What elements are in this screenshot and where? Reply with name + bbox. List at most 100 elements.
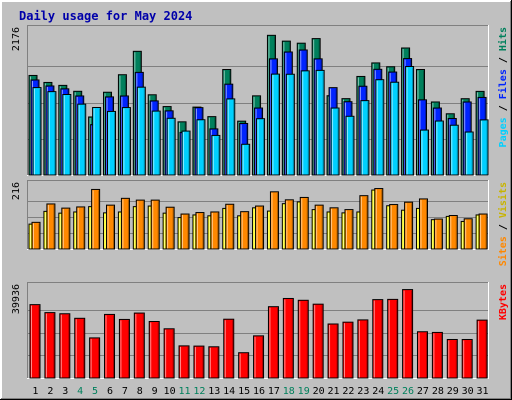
bar-sites-27 [418,198,428,250]
bar-sites-5 [91,188,101,250]
bar-sites-26 [404,201,414,250]
bar-kbytes-18 [282,297,294,379]
x-label-7: 7 [122,386,128,397]
bar-kbytes-27 [416,331,428,379]
bar-pages-2 [47,91,57,176]
bar-pages-3 [62,94,72,176]
x-label-5: 5 [92,386,98,397]
bar-pages-4 [77,103,87,176]
bar-pages-27 [419,129,429,176]
x-label-20: 20 [313,386,325,397]
bar-sites-6 [106,204,116,250]
x-label-23: 23 [357,386,369,397]
panel-visits-sites: 216 Sites / Visits [11,180,509,266]
legend-kbytes: KBytes [498,284,509,320]
bar-pages-6 [107,110,117,176]
bar-sites-30 [463,218,473,250]
bar-sites-23 [359,195,369,250]
bar-pages-19 [300,70,310,176]
x-label-31: 31 [477,386,489,397]
bar-pages-20 [315,69,325,176]
bar-pages-5 [92,106,102,176]
bar-sites-12 [195,212,205,250]
bar-pages-21 [330,107,340,176]
bar-sites-11 [180,213,190,250]
bar-kbytes-12 [193,345,205,379]
bar-kbytes-5 [89,337,101,379]
bar-kbytes-28 [431,331,443,379]
bar-kbytes-4 [74,317,86,379]
x-label-1: 1 [32,386,38,397]
legend-visits-sites: Sites / Visits [497,182,509,266]
bar-kbytes-22 [342,321,354,379]
bar-sites-3 [61,207,71,250]
bar-sites-8 [135,199,145,250]
bar-kbytes-14 [223,318,235,379]
bar-pages-12 [196,119,206,176]
bar-pages-31 [479,119,489,176]
x-label-25: 25 [387,386,399,397]
x-label-22: 22 [342,386,354,397]
x-label-19: 19 [298,386,310,397]
bar-pages-29 [449,124,459,176]
bar-sites-29 [448,215,458,250]
x-label-26: 26 [402,386,414,397]
bar-sites-19 [299,196,309,250]
bar-sites-31 [478,213,488,250]
x-label-2: 2 [47,386,53,397]
bar-sites-4 [76,206,86,250]
bar-kbytes-9 [148,320,160,379]
bar-pages-7 [121,107,131,176]
x-label-18: 18 [283,386,295,397]
bar-kbytes-1 [29,304,41,379]
x-label-17: 17 [268,386,280,397]
bar-sites-15 [240,211,250,250]
bar-sites-14 [225,203,235,250]
bar-sites-24 [374,188,384,250]
x-label-15: 15 [238,386,250,397]
bar-pages-22 [345,115,355,176]
bar-kbytes-2 [44,312,56,379]
x-label-6: 6 [107,386,113,397]
x-label-10: 10 [164,386,176,397]
chart-title: Daily usage for May 2024 [19,9,192,23]
bar-kbytes-29 [446,338,458,379]
bar-kbytes-26 [402,289,414,379]
bar-pages-28 [434,120,444,176]
bar-sites-22 [344,209,354,250]
x-label-27: 27 [417,386,429,397]
bar-kbytes-30 [461,338,473,379]
bar-sites-17 [269,191,279,250]
x-label-12: 12 [193,386,205,397]
x-label-24: 24 [372,386,384,397]
panel-kbytes: 39936 KBytes [11,282,509,379]
bar-pages-8 [136,86,146,176]
bar-pages-26 [405,66,415,176]
bar-sites-1 [31,221,41,250]
bar-sites-10 [165,206,175,250]
bar-kbytes-15 [238,352,250,379]
bar-kbytes-19 [297,299,309,379]
bar-pages-15 [241,143,251,176]
y-max-label: 39936 [11,284,22,314]
bar-kbytes-20 [312,303,324,379]
x-label-13: 13 [208,386,220,397]
bar-kbytes-31 [476,319,488,379]
bar-kbytes-13 [208,346,220,379]
bar-kbytes-7 [118,318,130,379]
x-label-9: 9 [152,386,158,397]
bar-pages-9 [151,110,161,176]
x-label-29: 29 [447,386,459,397]
x-axis-labels: 1 2 3 4 5 6 7 8 9 10 11 12 13 14 15 16 17 18 19 20 21 22 23 24 2… [32,386,488,397]
bar-kbytes-6 [104,313,116,379]
bar-pages-14 [226,98,236,176]
x-label-30: 30 [462,386,474,397]
bar-sites-25 [389,204,399,250]
bar-kbytes-11 [178,345,190,379]
bar-sites-28 [433,218,443,250]
bar-sites-2 [46,203,56,250]
y-max-label: 216 [11,182,22,200]
bar-sites-18 [284,199,294,250]
bar-pages-18 [285,73,295,176]
